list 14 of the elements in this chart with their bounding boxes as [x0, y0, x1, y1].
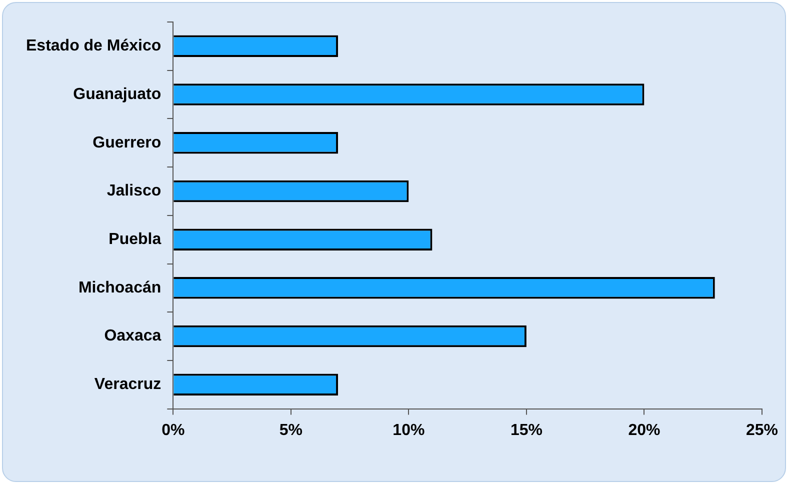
y-tick-label: Guerrero: [92, 134, 162, 152]
y-tick-label: Jalisco: [106, 182, 162, 200]
x-tick-label: 15%: [510, 422, 542, 439]
y-tick-label: Michoacán: [78, 279, 162, 296]
y-tick-label: Estado de México: [26, 38, 162, 55]
y-tick-label: Veracruz: [94, 376, 162, 394]
x-tick-label: 20%: [628, 422, 660, 439]
x-tick-label: 5%: [279, 422, 302, 439]
x-tick-label: 0%: [162, 422, 185, 439]
x-tick-label: 10%: [392, 422, 425, 439]
y-tick-label: Guanajuato: [73, 86, 162, 103]
y-tick-label: Puebla: [108, 230, 162, 248]
y-tick-label: Oaxaca: [104, 328, 162, 345]
x-tick-label: 25%: [746, 422, 778, 439]
